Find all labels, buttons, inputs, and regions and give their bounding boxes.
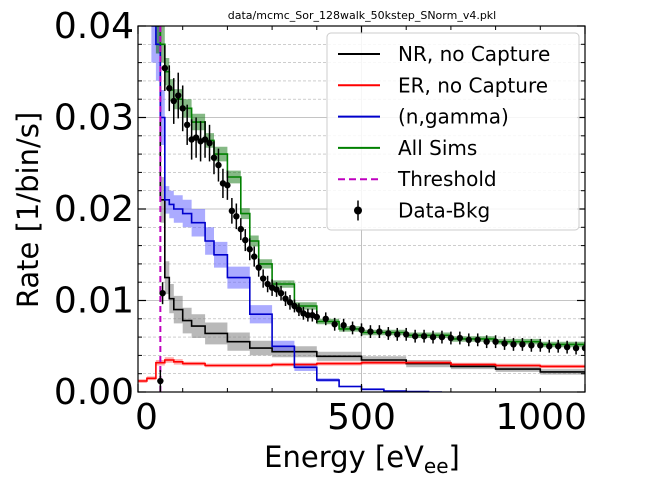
- chart-title: data/mcmc_Sor_128walk_50kstep_SNorm_v4.p…: [228, 9, 496, 22]
- data-point: [313, 313, 320, 321]
- data-point: [501, 340, 508, 347]
- x-axis-label-main: Energy [eV: [264, 440, 424, 474]
- x-tick-label: 1000: [495, 397, 587, 438]
- data-point: [349, 324, 356, 332]
- legend-box: [326, 32, 580, 231]
- data-point: [246, 246, 253, 253]
- x-tick-label: 0: [135, 397, 158, 438]
- data-point: [474, 336, 481, 344]
- y-tick-label: 0.01: [54, 281, 134, 322]
- data-point: [554, 343, 562, 350]
- data-point: [546, 343, 553, 350]
- data-point: [340, 322, 347, 329]
- data-point: [264, 280, 271, 288]
- data-point: [170, 97, 177, 105]
- data-point: [528, 342, 535, 349]
- data-point: [420, 332, 428, 340]
- series-line-0: [155, 26, 585, 374]
- data-point: [581, 344, 585, 352]
- data-point: [483, 338, 490, 345]
- data-point: [233, 213, 240, 220]
- data-point: [358, 326, 365, 333]
- data-point: [456, 334, 464, 342]
- data-point: [166, 85, 173, 92]
- legend: NR, no Capture ER, no Capture (n,gamma) All…: [326, 32, 580, 231]
- data-point: [277, 289, 285, 297]
- legend-label: Threshold: [397, 167, 497, 191]
- data-point: [210, 154, 218, 161]
- axis-ticks: [137, 25, 586, 393]
- data-point: [394, 331, 401, 338]
- data-point: [157, 377, 164, 385]
- data-point: [224, 182, 231, 189]
- y-tick-label: 0.00: [54, 372, 134, 413]
- data-points: [157, 45, 585, 392]
- data-point: [563, 343, 571, 351]
- data-point: [183, 121, 191, 129]
- data-point: [237, 225, 245, 233]
- data-point: [322, 315, 329, 322]
- series-line-1: [138, 359, 585, 382]
- series-line-2: [151, 26, 442, 392]
- data-point: [273, 286, 280, 293]
- data-point: [159, 289, 166, 297]
- legend-label: ER, no Capture: [398, 73, 548, 97]
- data-point: [492, 338, 499, 345]
- legend-label: All Sims: [398, 136, 477, 160]
- data-point: [201, 136, 209, 143]
- data-point: [537, 342, 544, 349]
- legend-label: (n,gamma): [398, 105, 509, 129]
- data-point: [510, 341, 517, 348]
- x-axis-label: Energy [eVee]: [264, 440, 460, 478]
- data-point: [519, 341, 526, 348]
- uncertainty-bands: [138, 26, 585, 392]
- data-point: [447, 334, 455, 342]
- data-point: [331, 321, 338, 328]
- legend-items: NR, no Capture ER, no Capture (n,gamma) All…: [338, 42, 550, 223]
- legend-label: Data-Bkg: [398, 199, 490, 223]
- data-point: [255, 264, 262, 271]
- data-point: [161, 64, 169, 72]
- x-axis-label-close: ]: [449, 440, 460, 474]
- legend-symbol-point: [354, 206, 362, 215]
- data-point: [206, 139, 213, 147]
- x-tick-label: 500: [327, 397, 396, 438]
- data-point: [465, 336, 472, 344]
- data-point: [175, 92, 182, 99]
- band-3: [155, 26, 585, 349]
- data-point: [403, 331, 410, 338]
- data-point: [192, 134, 200, 141]
- data-point: [282, 295, 289, 302]
- data-point: [286, 299, 294, 306]
- y-tick-label: 0.04: [54, 6, 134, 47]
- data-point: [295, 306, 303, 313]
- data-point: [411, 332, 419, 340]
- y-axis-label: Rate [1/bin/s]: [11, 112, 45, 308]
- y-tick-label: 0.03: [54, 98, 134, 139]
- data-point: [385, 330, 392, 337]
- data-point: [228, 207, 236, 215]
- axis-tick-labels: 0.00 0.01 0.02 0.03 0.04 0 500 1000: [54, 6, 587, 438]
- data-point: [259, 275, 267, 282]
- x-axis-label-subscript: ee: [424, 454, 449, 478]
- data-point: [367, 328, 374, 335]
- data-point: [251, 253, 258, 260]
- data-point: [179, 105, 186, 112]
- legend-label: NR, no Capture: [398, 42, 550, 66]
- data-point: [242, 236, 249, 244]
- data-point: [376, 328, 383, 335]
- data-point: [572, 344, 580, 352]
- data-point: [291, 302, 298, 310]
- data-point: [438, 333, 446, 341]
- data-point: [304, 311, 312, 319]
- y-tick-label: 0.02: [54, 189, 134, 230]
- data-point: [429, 333, 437, 341]
- band-1: [138, 357, 585, 383]
- data-point: [215, 161, 222, 169]
